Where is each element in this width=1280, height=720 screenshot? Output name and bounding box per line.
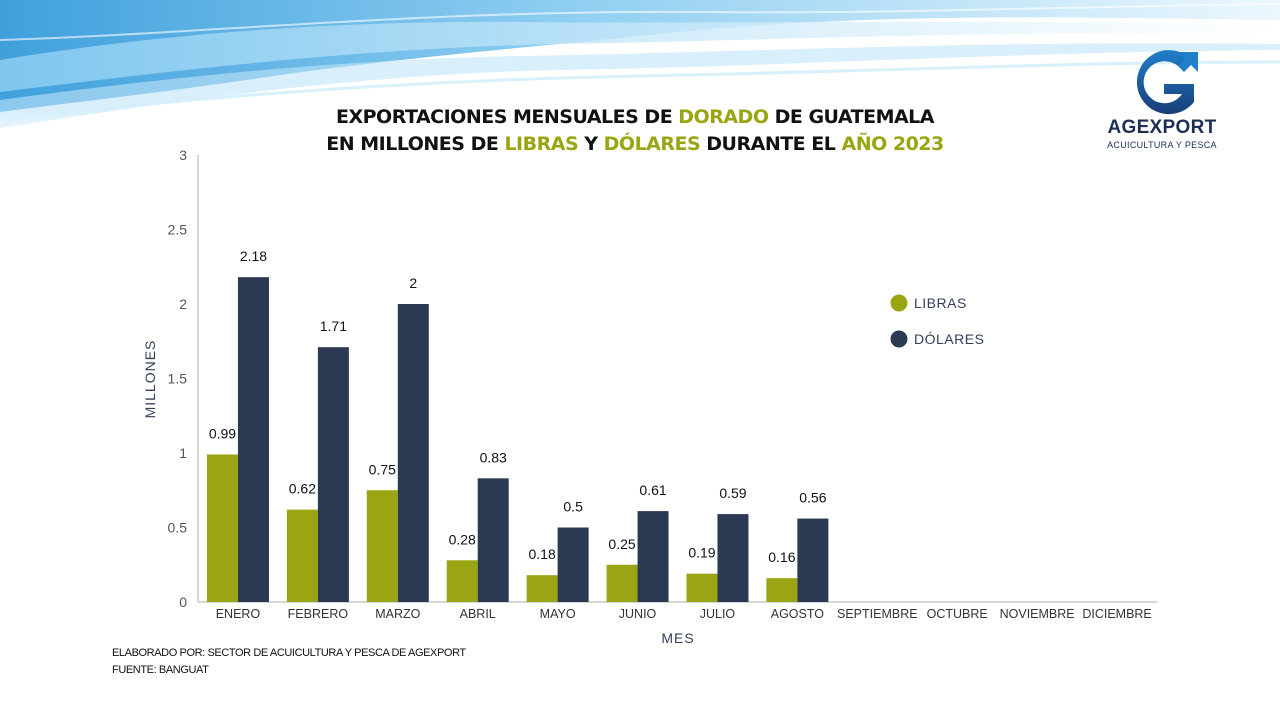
x-tick-label: AGOSTO: [771, 607, 825, 621]
legend-marker-libras: [890, 294, 908, 312]
x-tick-label: ABRIL: [460, 607, 496, 621]
bars: 0.99 2.18 0.62 1.71 0.75 2 0.28 0.83 0.18 0.5 0.25…: [206, 248, 829, 602]
data-label: 2.18: [240, 248, 267, 264]
legend-marker-dolares: [890, 330, 908, 348]
y-axis-label: MILLONES: [142, 340, 158, 419]
data-label: 0.25: [608, 536, 635, 552]
bar-dolares: [237, 277, 269, 602]
bar-libras: [286, 509, 318, 602]
y-tick-label: 2.5: [168, 222, 188, 238]
y-tick-label: 1: [179, 445, 187, 461]
data-label: 0.61: [639, 482, 666, 498]
y-tick-labels: 0 0.5 1 1.5 2 2.5 3: [168, 147, 188, 610]
x-tick-label: NOVIEMBRE: [1000, 607, 1075, 621]
title-line-1: EXPORTACIONES MENSUALES DE DORADO DE GUA…: [336, 106, 934, 128]
data-label: 0.59: [719, 485, 746, 501]
legend-label-libras: LIBRAS: [914, 295, 967, 311]
y-tick-label: 2: [179, 296, 187, 312]
x-tick-label: ENERO: [216, 607, 261, 621]
logo-name: AGEXPORT: [1107, 117, 1217, 138]
x-tick-label: OCTUBRE: [927, 607, 988, 621]
x-tick-label: MARZO: [375, 607, 420, 621]
y-tick-label: 3: [179, 147, 187, 163]
bar-libras: [686, 573, 718, 602]
title-line-2: EN MILLONES DE LIBRAS Y DÓLARES DURANTE …: [326, 133, 944, 155]
x-tick-label: DICIEMBRE: [1082, 607, 1151, 621]
data-label: 0.18: [529, 546, 556, 562]
bar-dolares: [397, 304, 429, 602]
bar-dolares: [317, 347, 349, 602]
data-label: 0.75: [369, 461, 396, 477]
bar-dolares: [797, 518, 829, 602]
x-axis-label: MES: [661, 630, 694, 646]
bar-libras: [766, 578, 798, 602]
x-tick-label: MAYO: [540, 607, 576, 621]
bar-dolares: [477, 478, 509, 602]
bar-libras: [206, 454, 238, 602]
x-tick-label: JULIO: [700, 607, 736, 621]
bar-libras: [366, 490, 398, 602]
bar-libras: [446, 560, 478, 602]
x-tick-label: JUNIO: [619, 607, 657, 621]
chart-title: EXPORTACIONES MENSUALES DE DORADO DE GUA…: [0, 104, 1270, 158]
footer-elaborado: ELABORADO POR: SECTOR DE ACUICULTURA Y P…: [112, 647, 466, 659]
data-label: 2: [409, 275, 417, 291]
footer-fuente: FUENTE: BANGUAT: [112, 664, 209, 676]
decorative-wave-banner: [0, 0, 1280, 160]
x-tick-labels: ENERO FEBRERO MARZO ABRIL MAYO JUNIO JULIO AGOS…: [216, 607, 1152, 621]
y-tick-label: 1.5: [168, 371, 188, 387]
data-label: 0.19: [688, 545, 715, 561]
legend: LIBRAS DÓLARES: [890, 294, 984, 348]
y-tick-label: 0: [179, 594, 187, 610]
bar-dolares: [637, 511, 669, 602]
data-label: 0.16: [768, 549, 795, 565]
legend-label-dolares: DÓLARES: [914, 331, 984, 347]
logo-subtitle: ACUICULTURA Y PESCA: [1107, 140, 1217, 150]
data-label: 0.56: [799, 490, 826, 506]
x-tick-label: SEPTIEMBRE: [837, 607, 918, 621]
bar-libras: [606, 564, 638, 602]
data-label: 1.71: [320, 318, 347, 334]
y-tick-label: 0.5: [168, 520, 188, 536]
data-label: 0.5: [563, 499, 583, 515]
data-label: 0.62: [289, 481, 316, 497]
chart-axes: [197, 155, 1157, 603]
data-label: 0.83: [480, 449, 507, 465]
bar-dolares: [557, 527, 589, 602]
bar-libras: [526, 575, 558, 602]
agexport-g-logo-icon: [1136, 50, 1198, 115]
bar-dolares: [717, 514, 749, 602]
data-label: 0.99: [209, 425, 236, 441]
x-tick-label: FEBRERO: [288, 607, 349, 621]
data-label: 0.28: [449, 531, 476, 547]
